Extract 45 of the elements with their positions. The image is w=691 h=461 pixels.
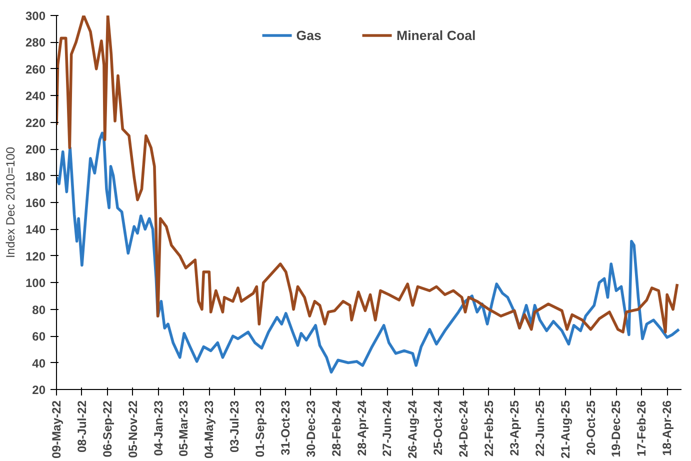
line-series: [56, 132, 680, 374]
legend-label: Gas: [296, 28, 322, 42]
y-tick-label: 20: [32, 383, 46, 397]
x-tick-label: 01-Sep-23: [253, 400, 268, 458]
x-tick-label: 28-Feb-24: [329, 400, 344, 457]
y-tick-label: 300: [25, 9, 46, 23]
x-tick-label: 22-Jun-25: [532, 400, 547, 457]
x-tick-label: 24-Dec-24: [456, 400, 471, 458]
y-tick-label: 180: [25, 169, 46, 184]
x-tick-label: 28-Apr-24: [354, 400, 369, 456]
x-tick-label: 19-Dec-25: [609, 400, 624, 458]
x-tick-label: 23-Apr-25: [507, 400, 522, 456]
y-tick-label: 240: [25, 89, 46, 104]
y-tick-label: 40: [32, 356, 46, 370]
x-tick-label: 18-Apr-26: [660, 400, 674, 456]
x-tick-label: 04-May-23: [202, 400, 216, 459]
y-axis-title: Index Dec 2010=100: [3, 146, 18, 258]
x-tick-label: 05-Mar-23: [176, 400, 191, 457]
x-tick-label: 22-Feb-25: [482, 400, 496, 457]
x-tick-label: 31-Oct-23: [278, 400, 292, 456]
y-tick-label: 220: [25, 116, 46, 130]
line-series: [56, 16, 679, 334]
x-tick-label: 27-Jun-24: [380, 400, 394, 457]
x-tick-label: 06-Sep-22: [100, 400, 114, 458]
x-tick-label: 08-Jul-22: [74, 400, 89, 453]
legend-label: Mineral Coal: [396, 28, 476, 42]
x-tick-label: 21-Aug-25: [558, 400, 572, 459]
y-tick-label: 200: [25, 142, 46, 157]
x-tick-label: 17-Feb-26: [634, 400, 649, 457]
y-tick-label: 160: [25, 196, 46, 210]
y-tick-label: 260: [25, 62, 46, 76]
x-tick-label: 03-Jul-23: [228, 400, 242, 453]
y-tick-label: 120: [25, 249, 46, 264]
x-tick-label: 30-Dec-23: [304, 400, 318, 458]
y-tick-label: 60: [32, 330, 46, 344]
x-tick-label: 09-May-22: [50, 400, 64, 459]
y-tick-label: 140: [25, 222, 46, 237]
x-tick-label: 20-Oct-25: [584, 400, 598, 456]
x-tick-label: 04-Jan-23: [151, 400, 166, 456]
x-tick-label: 05-Nov-22: [126, 400, 140, 458]
y-tick-label: 100: [25, 276, 46, 290]
x-tick-label: 26-Aug-24: [406, 400, 420, 459]
y-tick-label: 280: [25, 36, 46, 50]
y-tick-label: 80: [32, 302, 46, 317]
x-tick-label: 25-Oct-24: [431, 400, 446, 456]
